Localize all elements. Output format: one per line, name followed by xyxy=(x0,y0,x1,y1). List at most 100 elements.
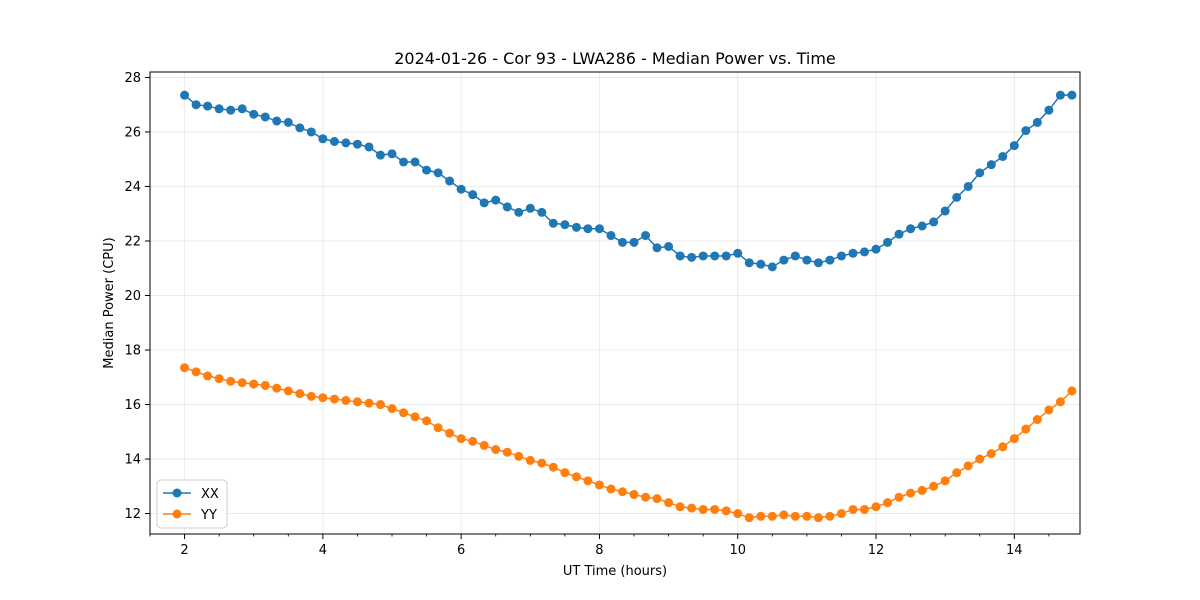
y-tick-label: 28 xyxy=(124,71,141,86)
data-point-xx xyxy=(859,247,869,257)
y-tick-label: 26 xyxy=(124,125,141,140)
data-point-yy xyxy=(594,480,604,490)
data-point-xx xyxy=(594,224,604,234)
data-point-xx xyxy=(514,207,524,217)
data-point-yy xyxy=(329,394,339,404)
data-point-yy xyxy=(352,397,362,407)
data-point-yy xyxy=(1009,434,1019,444)
data-point-yy xyxy=(986,449,996,459)
data-point-xx xyxy=(375,150,385,160)
data-point-yy xyxy=(871,502,881,512)
data-point-xx xyxy=(1055,90,1065,100)
x-tick-label: 12 xyxy=(868,543,885,558)
data-point-xx xyxy=(687,252,697,262)
data-point-yy xyxy=(629,489,639,499)
data-point-yy xyxy=(422,416,432,426)
data-point-yy xyxy=(249,379,259,389)
data-point-yy xyxy=(514,451,524,461)
data-point-xx xyxy=(399,157,409,167)
data-point-xx xyxy=(571,222,581,232)
y-tick-label: 22 xyxy=(124,234,141,249)
data-point-xx xyxy=(790,251,800,261)
data-point-xx xyxy=(341,138,351,148)
data-point-xx xyxy=(1032,117,1042,127)
data-point-yy xyxy=(1067,386,1077,396)
data-point-yy xyxy=(364,398,374,408)
data-point-xx xyxy=(641,231,651,241)
data-point-xx xyxy=(548,218,558,228)
data-point-xx xyxy=(468,190,478,200)
data-point-yy xyxy=(180,363,190,373)
data-point-xx xyxy=(410,157,420,167)
x-tick-label: 2 xyxy=(180,543,188,558)
data-point-yy xyxy=(491,445,501,454)
data-point-xx xyxy=(813,258,823,268)
data-point-yy xyxy=(779,510,789,520)
data-point-xx xyxy=(479,198,489,208)
data-point-xx xyxy=(825,255,835,265)
data-point-xx xyxy=(295,123,305,133)
data-point-yy xyxy=(295,389,305,399)
data-point-yy xyxy=(203,371,213,381)
y-tick-label: 14 xyxy=(124,453,141,468)
legend-label-yy: YY xyxy=(200,508,217,523)
y-tick-label: 20 xyxy=(124,289,141,304)
data-point-xx xyxy=(525,203,535,213)
data-point-yy xyxy=(952,468,962,478)
data-point-yy xyxy=(191,367,201,377)
data-point-yy xyxy=(502,447,512,457)
data-point-xx xyxy=(191,100,201,110)
x-tick-label: 14 xyxy=(1006,543,1023,558)
data-point-yy xyxy=(756,511,766,521)
data-point-xx xyxy=(906,224,916,234)
data-point-yy xyxy=(468,436,478,446)
plot-frame xyxy=(149,71,1081,535)
x-tick-label: 4 xyxy=(319,543,327,558)
data-point-yy xyxy=(906,488,916,498)
data-point-xx xyxy=(364,142,374,152)
x-tick-label: 6 xyxy=(457,543,465,558)
data-point-xx xyxy=(214,104,224,114)
data-point-xx xyxy=(606,231,616,241)
data-point-yy xyxy=(583,476,593,486)
data-point-yy xyxy=(214,374,224,384)
data-point-yy xyxy=(1021,424,1031,434)
data-point-xx xyxy=(329,137,339,146)
data-point-xx xyxy=(963,181,973,191)
data-point-xx xyxy=(352,139,362,149)
data-point-yy xyxy=(548,462,558,472)
data-point-yy xyxy=(387,404,397,414)
data-point-yy xyxy=(375,400,385,410)
data-point-xx xyxy=(491,195,501,205)
data-point-yy xyxy=(859,504,869,514)
data-point-xx xyxy=(617,237,627,247)
data-point-xx xyxy=(237,104,247,114)
data-point-xx xyxy=(422,165,432,175)
data-point-xx xyxy=(1009,141,1019,151)
data-point-xx xyxy=(260,112,270,122)
data-point-yy xyxy=(237,378,247,388)
data-point-xx xyxy=(779,255,789,265)
data-point-yy xyxy=(790,511,800,521)
data-point-xx xyxy=(940,206,950,216)
data-point-xx xyxy=(721,251,731,261)
data-point-xx xyxy=(180,90,190,100)
legend-marker-xx xyxy=(172,488,182,498)
data-point-xx xyxy=(917,221,927,231)
legend: XX YY xyxy=(156,479,228,529)
grid-lines xyxy=(150,72,1080,534)
data-point-xx xyxy=(998,152,1008,161)
data-point-xx xyxy=(675,251,685,261)
data-point-xx xyxy=(710,251,720,261)
y-tick-label: 12 xyxy=(124,507,141,522)
data-point-yy xyxy=(606,484,616,494)
data-point-yy xyxy=(306,391,316,401)
data-point-yy xyxy=(341,395,351,405)
data-point-xx xyxy=(975,168,985,178)
data-point-yy xyxy=(664,498,674,508)
data-point-xx xyxy=(456,184,466,194)
data-point-yy xyxy=(226,376,236,386)
data-point-yy xyxy=(687,503,697,513)
data-point-yy xyxy=(998,442,1008,452)
